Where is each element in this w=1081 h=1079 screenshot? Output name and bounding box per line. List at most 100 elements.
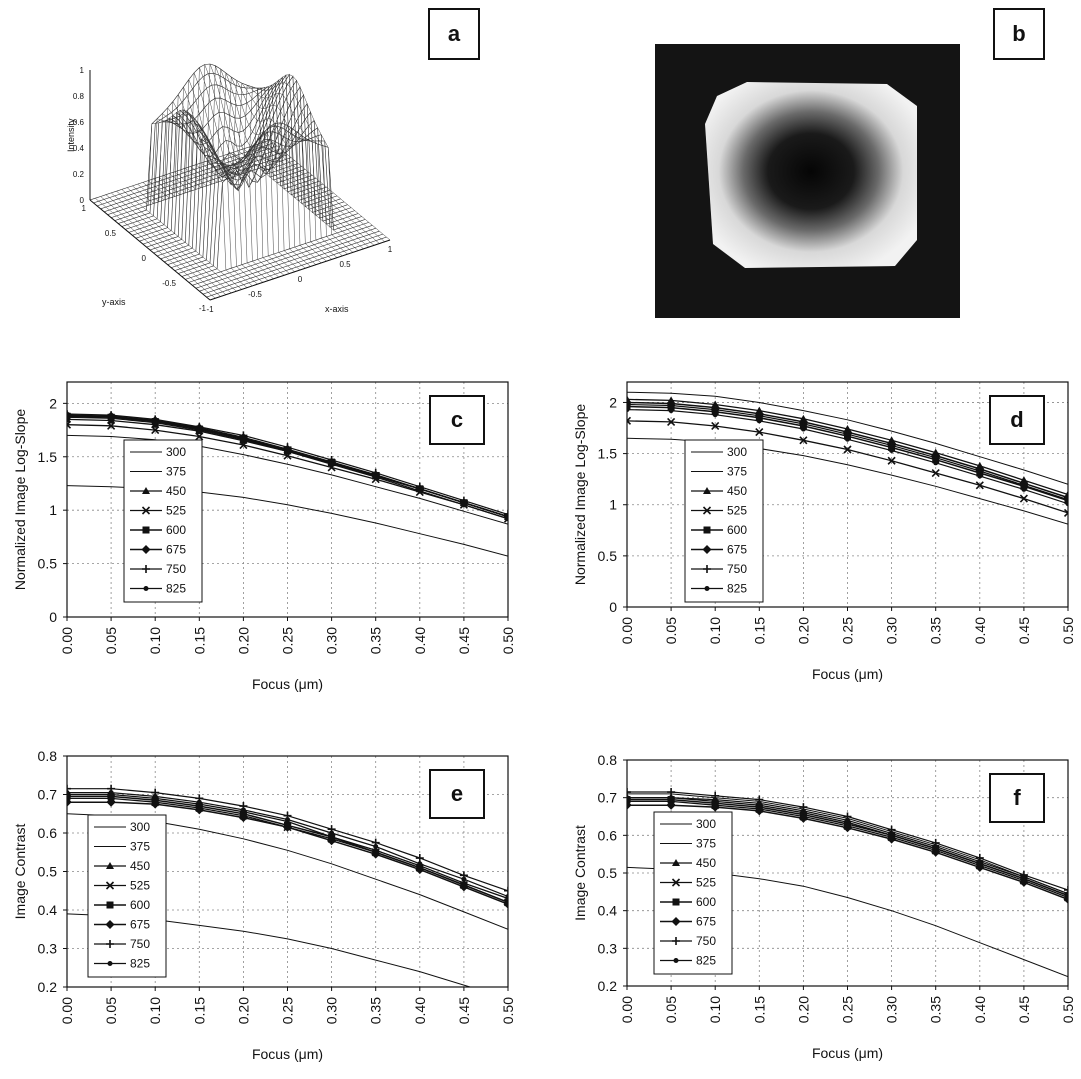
legend-box (123, 439, 203, 603)
surface-y-label: y-axis (102, 297, 126, 307)
x-tick-label: 0.25 (840, 617, 856, 644)
series-point-675 (798, 813, 808, 823)
series-point-825 (285, 448, 290, 454)
surface-mesh-line (253, 145, 375, 246)
surface-mesh-line (135, 79, 316, 239)
series-point-750 (415, 854, 424, 863)
y-tick-label: 0.4 (598, 903, 618, 919)
x-tick-label: 0.40 (412, 627, 428, 654)
x-tick-label: 0.05 (103, 997, 119, 1024)
series-point-525 (931, 468, 940, 478)
surface-z-tick: 1 (80, 66, 85, 75)
x-tick-label: 0.50 (1060, 617, 1076, 644)
x-tick-label: 0.40 (972, 617, 988, 644)
x-tick-label: 0.45 (1016, 617, 1032, 644)
series-point-825 (627, 407, 630, 413)
legend-marker (702, 545, 712, 554)
surface-mesh-line (222, 84, 343, 257)
series-point-750 (667, 788, 676, 797)
x-tick-label: 0.00 (619, 996, 635, 1023)
series-point-675 (106, 797, 116, 807)
legend-marker (107, 961, 113, 966)
y-axis-label: Image Contrast (12, 824, 28, 920)
series-point-525 (887, 456, 896, 465)
series-point-825 (152, 793, 158, 799)
series-point-675 (503, 899, 508, 909)
x-tick-label: 0.05 (663, 996, 679, 1023)
y-axis-label: Normalized Image Log-Slope (12, 409, 28, 591)
line-chart-d: 0 0.5 1 1.5 2 0.00 0.05 0.10 0.15 0.20 0.25 0.30 0.3… (572, 381, 1076, 682)
series-point-675 (194, 805, 204, 815)
x-tick-label: 0.20 (795, 996, 811, 1023)
surface-mesh-line (121, 189, 242, 290)
panel-label-a: a (428, 8, 480, 60)
series-point-525 (975, 481, 984, 490)
surface-y-tick: 0.5 (105, 229, 117, 238)
series-point-525 (1019, 494, 1028, 503)
x-tick-label: 0.30 (884, 617, 900, 644)
legend-box (87, 814, 167, 978)
intensity-ring (705, 82, 917, 268)
surface-z-label: Intensity (66, 118, 76, 152)
y-tick-label: 0 (609, 599, 617, 615)
series-point-825 (977, 473, 983, 479)
series-point-825 (1021, 874, 1027, 880)
x-tick-label: 0.15 (751, 617, 767, 644)
series-point-525 (627, 416, 632, 425)
y-tick-label: 0.3 (598, 940, 618, 956)
series-point-525 (667, 417, 676, 426)
x-tick-label: 0.45 (456, 997, 472, 1024)
legend-marker (702, 506, 712, 515)
series-point-825 (1065, 501, 1068, 507)
surface-mesh-line (243, 148, 364, 249)
series-point-675 (283, 822, 292, 832)
series-point-750 (67, 410, 71, 419)
legend-marker (105, 881, 115, 890)
x-tick-label: 0.25 (280, 997, 296, 1024)
legend-marker (673, 958, 679, 963)
surface-mesh-line (195, 68, 317, 265)
legend-label: 450 (727, 484, 747, 498)
surface-mesh-line (126, 109, 248, 288)
surface-mesh-line (148, 100, 269, 281)
legend-label: 525 (166, 504, 186, 518)
y-tick-label: 0.5 (38, 864, 58, 880)
surface-z-tick: 0.2 (73, 170, 85, 179)
series-group (67, 784, 508, 987)
surface-y-tick: 0 (142, 254, 147, 263)
series-point-675 (754, 806, 764, 816)
surface-mesh-line (179, 64, 301, 271)
x-tick-label: 0.20 (795, 617, 811, 644)
series-point-675 (666, 800, 676, 810)
series-point-525 (711, 421, 720, 431)
chart-panel-d: 0 0.5 1 1.5 2 0.00 0.05 0.10 0.15 0.20 0.25 0.30 0.3… (540, 370, 1081, 700)
surface-mesh-line (132, 114, 253, 287)
legend-label: 375 (727, 465, 747, 479)
series-point-825 (800, 808, 806, 814)
series-line-375 (627, 391, 1068, 485)
legend-label: 375 (130, 840, 150, 854)
y-tick-label: 0.5 (598, 548, 618, 564)
series-point-525 (195, 432, 204, 441)
surface-mesh-line (163, 79, 285, 276)
panel-label-c: c (451, 407, 463, 432)
x-tick-label: 0.45 (456, 627, 472, 654)
x-tick-label: 0.35 (928, 617, 944, 644)
series-point-525 (67, 420, 72, 429)
legend: 300 375 450 525 600 675 750 825 (684, 439, 764, 603)
x-tick-label: 0.25 (280, 627, 296, 654)
surface-x-ticks: -1 -0.5 0 0.5 1 (206, 245, 392, 314)
panel-label-b: b (993, 8, 1045, 60)
surface-z-tick: 0 (80, 196, 85, 205)
series-point-750 (504, 510, 508, 519)
surface-mesh-line (185, 63, 306, 269)
surface-y-tick: -0.5 (162, 279, 176, 288)
legend-label: 375 (696, 837, 716, 851)
surface-mesh-line (100, 196, 221, 297)
surface-y-ticks: 1 0.5 0 -0.5 -1 (82, 204, 207, 313)
x-tick-label: 0.50 (500, 997, 516, 1024)
surface-y-tick: -1 (199, 304, 207, 313)
x-tick-label: 0.20 (235, 997, 251, 1024)
y-tick-label: 0.2 (38, 979, 58, 995)
legend-marker (672, 859, 680, 866)
